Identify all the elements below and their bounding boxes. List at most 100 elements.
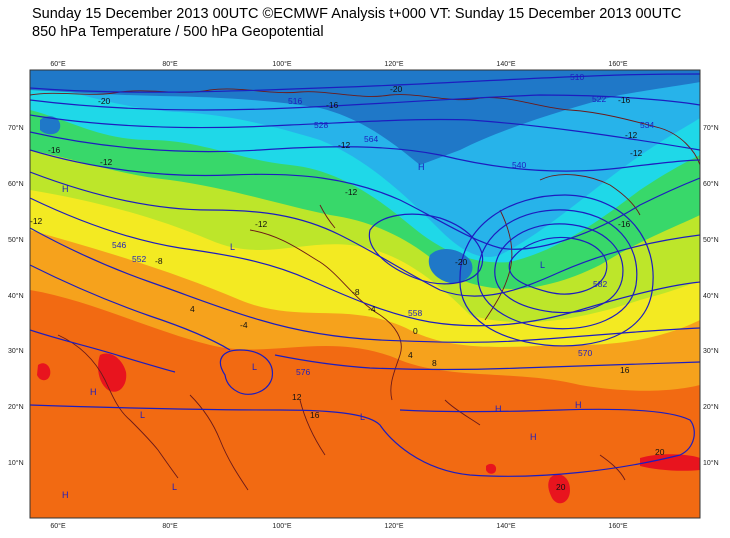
temperature-label: -16: [326, 100, 339, 110]
longitude-tick-bottom: 160°E: [608, 522, 627, 530]
latitude-tick-right: 30°N: [703, 347, 719, 355]
geopotential-label: 582: [593, 279, 607, 289]
latitude-tick-right: 40°N: [703, 292, 719, 300]
geopotential-contours: [30, 73, 700, 477]
temperature-pocket-cold: [428, 248, 473, 284]
pressure-center-low: L: [140, 410, 145, 420]
temperature-label: -16: [48, 145, 61, 155]
geopotential-label: 552: [132, 254, 146, 264]
coastlines: [30, 88, 700, 491]
pressure-centers: H H H H H H H L L L L L L: [62, 162, 582, 500]
longitude-tick-top: 100°E: [272, 60, 291, 68]
latitude-tick-right: 70°N: [703, 124, 719, 132]
latitude-tick-left: 30°N: [8, 347, 24, 355]
longitude-tick-top: 120°E: [384, 60, 403, 68]
pressure-center-high: H: [418, 162, 425, 172]
latitude-axis: 70°N 70°N 60°N 60°N 50°N 50°N 40°N 40°N 30°N 30°N…: [8, 124, 719, 467]
latitude-tick-left: 60°N: [8, 180, 24, 188]
longitude-tick-top: 140°E: [496, 60, 515, 68]
geopotential-labels: 510 516 522 528 534 540 546 552 558 564 …: [112, 72, 654, 377]
hot-spot: [548, 474, 570, 504]
geopotential-label: 510: [570, 72, 584, 82]
temperature-pocket-cold: [40, 116, 61, 135]
latitude-tick-left: 20°N: [8, 403, 24, 411]
longitude-tick-top: 160°E: [608, 60, 627, 68]
longitude-axis: 60°E 60°E 80°E 80°E 100°E 100°E 120°E 120°E 140°…: [50, 60, 628, 530]
temperature-label: -4: [368, 304, 376, 314]
pressure-center-high: H: [530, 432, 537, 442]
geopotential-label: 546: [112, 240, 126, 250]
geopotential-label: 534: [640, 120, 654, 130]
temperature-label: -12: [30, 216, 43, 226]
map-frame: [29, 69, 701, 519]
geopotential-label: 558: [408, 308, 422, 318]
longitude-tick-bottom: 100°E: [272, 522, 291, 530]
latitude-tick-right: 60°N: [703, 180, 719, 188]
temperature-label: -12: [630, 148, 643, 158]
longitude-tick-top: 80°E: [162, 60, 178, 68]
temperature-label: -20: [455, 257, 468, 267]
latitude-tick-right: 10°N: [703, 459, 719, 467]
temperature-label: 16: [620, 365, 630, 375]
temperature-label: -12: [625, 130, 638, 140]
pressure-center-low: L: [252, 362, 257, 372]
pressure-center-low: L: [230, 242, 235, 252]
temperature-label: -20: [98, 96, 111, 106]
temperature-label: -8: [155, 256, 163, 266]
latitude-tick-left: 70°N: [8, 124, 24, 132]
temperature-label: 4: [190, 304, 195, 314]
longitude-tick-bottom: 120°E: [384, 522, 403, 530]
pressure-center-high: H: [495, 404, 502, 414]
temperature-label: 12: [292, 392, 302, 402]
temperature-label: -12: [255, 219, 268, 229]
temperature-label: 20: [655, 447, 665, 457]
temperature-label: -8: [352, 287, 360, 297]
temperature-band-very-cold: [30, 70, 700, 165]
hot-spot: [640, 454, 700, 471]
hot-spot: [98, 353, 127, 392]
temperature-label: 0: [413, 326, 418, 336]
pressure-center-high: H: [575, 400, 582, 410]
pressure-center-low: L: [540, 260, 545, 270]
pressure-center-high: H: [62, 184, 69, 194]
temperature-labels: -20 -20 -20 -16 -16 -16 -16 -12 -12 -12 …: [30, 84, 665, 492]
longitude-tick-top: 60°E: [50, 60, 66, 68]
temperature-label: -16: [618, 95, 631, 105]
geopotential-label: 570: [578, 348, 592, 358]
longitude-tick-bottom: 140°E: [496, 522, 515, 530]
pressure-center-low: L: [172, 482, 177, 492]
longitude-tick-bottom: 80°E: [162, 522, 178, 530]
temperature-label: 16: [310, 410, 320, 420]
temperature-label: -4: [240, 320, 248, 330]
geopotential-label: 576: [296, 367, 310, 377]
geopotential-label: 540: [512, 160, 526, 170]
pressure-center-high: H: [62, 490, 69, 500]
temperature-label: 4: [408, 350, 413, 360]
title-block: Sunday 15 December 2013 00UTC ©ECMWF Ana…: [32, 5, 681, 41]
latitude-tick-right: 20°N: [703, 403, 719, 411]
temperature-label: -12: [345, 187, 358, 197]
temperature-label: -12: [100, 157, 113, 167]
geopotential-label: 516: [288, 96, 302, 106]
temperature-label: -12: [338, 140, 351, 150]
geopotential-label: 522: [592, 94, 606, 104]
temperature-label: -16: [618, 219, 631, 229]
latitude-tick-left: 50°N: [8, 236, 24, 244]
temperature-label: 20: [556, 482, 566, 492]
geopotential-label: 528: [314, 120, 328, 130]
chart-subtitle: 850 hPa Temperature / 500 hPa Geopotenti…: [32, 24, 324, 40]
temperature-label: 8: [432, 358, 437, 368]
temperature-label: -20: [390, 84, 403, 94]
latitude-tick-left: 10°N: [8, 459, 24, 467]
pressure-center-high: H: [90, 387, 97, 397]
geopotential-label: 564: [364, 134, 378, 144]
hot-spot: [486, 463, 497, 474]
latitude-tick-right: 50°N: [703, 236, 719, 244]
temperature-field: H H H H H H H L L L L L L -20 -20 -20 -1…: [30, 70, 700, 518]
latitude-tick-left: 40°N: [8, 292, 24, 300]
hot-spot: [37, 363, 51, 381]
pressure-center-low: L: [360, 412, 365, 422]
chart-title: Sunday 15 December 2013 00UTC ©ECMWF Ana…: [32, 6, 682, 22]
longitude-tick-bottom: 60°E: [50, 522, 66, 530]
